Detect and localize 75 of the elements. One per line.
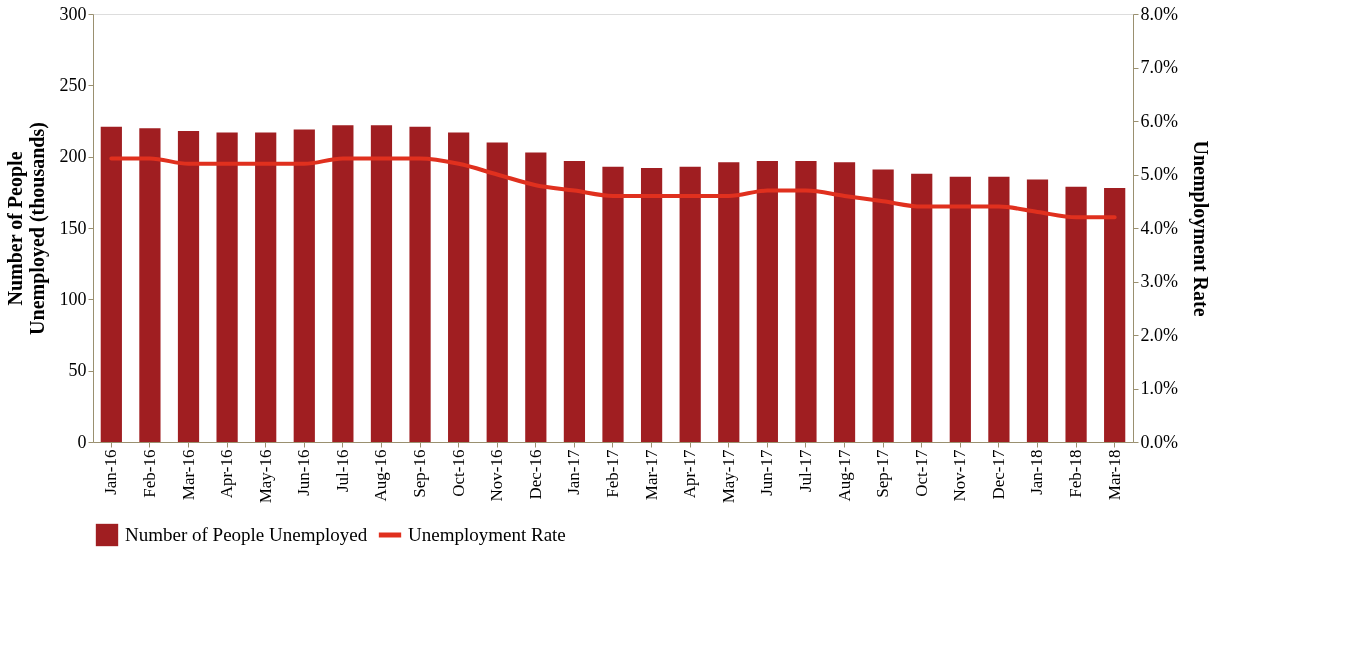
bar bbox=[949, 176, 971, 442]
bar bbox=[177, 130, 200, 442]
legend-label: Unemployment Rate bbox=[408, 524, 566, 545]
y2-tick-label: 6.0% bbox=[1140, 110, 1178, 131]
x-tick-label: Nov-17 bbox=[950, 449, 970, 502]
x-tick-label: Feb-16 bbox=[139, 449, 159, 498]
x-tick-label: Aug-16 bbox=[371, 449, 391, 502]
y2-tick-label: 7.0% bbox=[1140, 57, 1178, 77]
x-tick-label: Jun-17 bbox=[757, 449, 777, 496]
y2-tick-label: 2.0% bbox=[1140, 324, 1178, 345]
bar bbox=[602, 166, 624, 442]
bar bbox=[486, 142, 508, 442]
y2-axis-title: Unemployment Rate bbox=[1188, 140, 1212, 317]
y2-tick-label: 8.0% bbox=[1140, 3, 1178, 24]
bar bbox=[255, 132, 277, 442]
x-tick-label: Jul-17 bbox=[795, 449, 815, 492]
legend-label: Number of People Unemployed bbox=[125, 524, 368, 545]
y-tick-label: 200 bbox=[59, 146, 87, 167]
x-tick-label: Nov-16 bbox=[487, 449, 507, 502]
bar bbox=[100, 126, 122, 442]
y-tick-label: 250 bbox=[59, 74, 87, 95]
bar bbox=[1065, 186, 1087, 442]
bar bbox=[911, 173, 933, 442]
x-tick-label: Dec-17 bbox=[988, 449, 1008, 500]
x-tick-label: Jan-18 bbox=[1027, 449, 1047, 495]
bar bbox=[872, 169, 894, 442]
bar bbox=[448, 132, 470, 442]
y-tick-label: 100 bbox=[59, 288, 87, 309]
y2-tick-label: 3.0% bbox=[1140, 271, 1178, 291]
bar bbox=[988, 176, 1010, 442]
bar bbox=[756, 160, 778, 442]
x-tick-label: Jan-16 bbox=[101, 449, 121, 495]
y2-tick-label: 5.0% bbox=[1140, 164, 1178, 184]
x-tick-label: Aug-17 bbox=[834, 449, 854, 502]
y-tick-label: 300 bbox=[59, 3, 87, 24]
bar bbox=[409, 126, 431, 442]
x-tick-label: Apr-17 bbox=[680, 449, 700, 499]
x-tick-label: Sep-17 bbox=[873, 449, 893, 498]
bar bbox=[139, 128, 161, 442]
x-tick-label: May-16 bbox=[255, 449, 275, 504]
bar bbox=[1026, 179, 1049, 442]
x-tick-label: Jan-17 bbox=[564, 449, 584, 495]
bar bbox=[795, 160, 817, 442]
y-axis-title: Number of People Unemployed (thousands) bbox=[3, 122, 49, 335]
x-tick-label: Dec-16 bbox=[525, 449, 545, 500]
bar bbox=[833, 162, 856, 442]
bar bbox=[216, 132, 238, 442]
bar bbox=[370, 125, 393, 442]
bar bbox=[718, 162, 740, 442]
y2-tick-label: 0.0% bbox=[1140, 431, 1178, 452]
x-tick-label: Feb-17 bbox=[603, 449, 622, 498]
x-tick-label: Feb-18 bbox=[1066, 449, 1086, 498]
y-tick-label: 150 bbox=[59, 217, 87, 238]
y2-tick-label: 4.0% bbox=[1140, 217, 1178, 238]
bar bbox=[1104, 188, 1126, 442]
y-tick-label: 50 bbox=[68, 360, 87, 381]
x-tick-label: Oct-17 bbox=[911, 449, 931, 497]
x-tick-label: Mar-16 bbox=[178, 449, 198, 501]
x-tick-label: Jun-16 bbox=[294, 449, 314, 496]
x-tick-label: Sep-16 bbox=[410, 449, 430, 498]
bar bbox=[640, 168, 663, 442]
bar bbox=[525, 152, 547, 442]
x-tick-label: Jul-16 bbox=[332, 449, 352, 492]
x-tick-label: Apr-16 bbox=[217, 449, 237, 499]
bar bbox=[293, 129, 315, 442]
bar bbox=[332, 125, 354, 442]
y2-tick-label: 1.0% bbox=[1140, 378, 1178, 398]
x-tick-label: Mar-18 bbox=[1104, 449, 1124, 501]
bar bbox=[679, 166, 701, 442]
line-series bbox=[109, 156, 1117, 220]
x-tick-label: Mar-17 bbox=[641, 449, 661, 501]
x-tick-label: Oct-16 bbox=[448, 449, 468, 497]
bar bbox=[563, 160, 586, 442]
x-tick-label: May-17 bbox=[718, 449, 738, 504]
y-tick-label: 0 bbox=[77, 431, 87, 452]
